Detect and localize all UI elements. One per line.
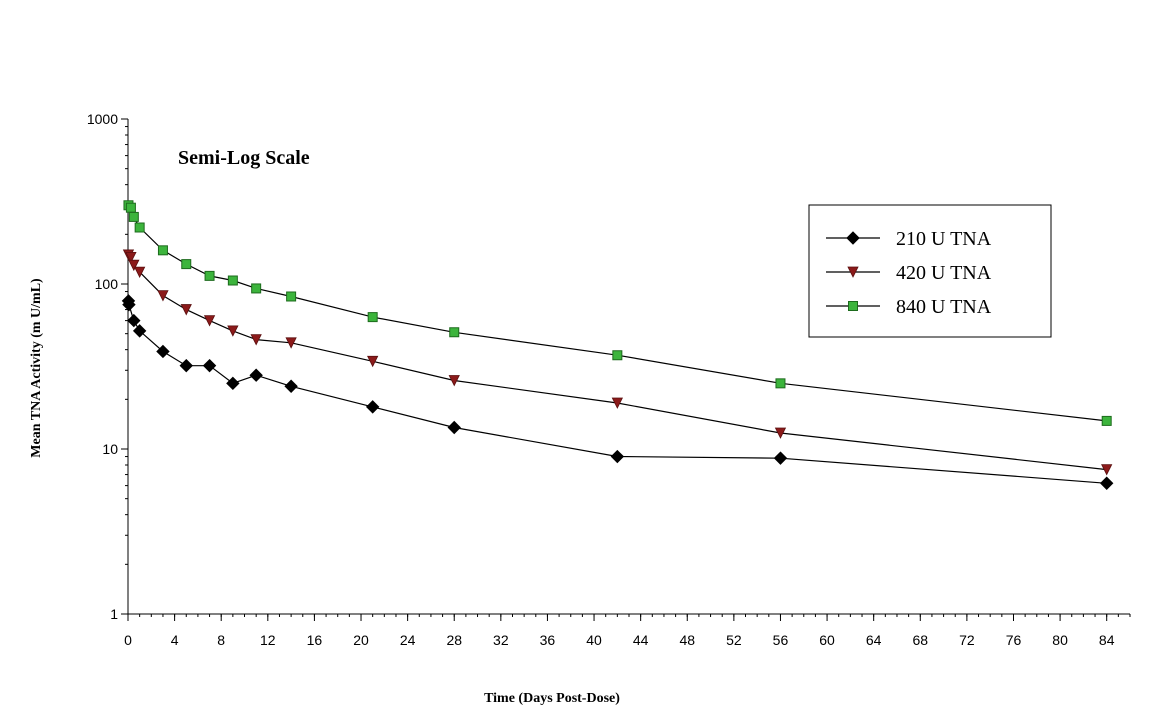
series-3 [123, 200, 1112, 426]
legend: 210 U TNA 420 U TNA 840 U TNA [808, 204, 1052, 338]
x-tick-label: 72 [959, 632, 975, 648]
x-tick-label: 80 [1052, 632, 1068, 648]
data-point [203, 315, 216, 327]
data-point [285, 337, 297, 349]
data-point [134, 266, 146, 279]
x-tick-label: 60 [819, 632, 835, 648]
x-tick-label: 8 [217, 632, 225, 648]
y-axis-title: Mean TNA Activity (m U/mL) [29, 278, 44, 458]
data-point [157, 290, 169, 302]
legend-label: 840 U TNA [896, 296, 992, 318]
data-point [250, 334, 262, 346]
data-point [1101, 415, 1112, 426]
legend-entry: 210 U TNA [826, 228, 992, 250]
x-tick-label: 56 [773, 632, 789, 648]
data-point [775, 378, 786, 389]
data-point [181, 259, 192, 270]
data-point [157, 245, 168, 256]
legend-marker [847, 266, 859, 278]
data-point [180, 304, 192, 316]
x-tick-label: 44 [633, 632, 649, 648]
x-axis: 0 4 8 12 16 20 24 28 32 36 40 44 48 52 56 60 64 68 72 76 80 8… [124, 613, 1131, 648]
data-point [249, 368, 263, 382]
series-2 [122, 249, 1113, 476]
data-point [227, 325, 239, 337]
data-point [127, 313, 141, 328]
legend-entry: 840 U TNA [826, 296, 992, 318]
data-point [128, 259, 140, 272]
data-point [367, 312, 378, 323]
data-point [251, 283, 262, 294]
x-tick-label: 64 [866, 632, 882, 648]
chart-annotation: Semi-Log Scale [178, 147, 310, 169]
legend-marker [848, 301, 858, 311]
data-point [125, 251, 137, 264]
data-point [773, 451, 788, 465]
data-point [204, 270, 215, 281]
data-point [365, 400, 380, 414]
data-point [125, 202, 136, 213]
x-tick-label: 28 [446, 632, 462, 648]
legend-box [808, 204, 1052, 338]
data-point [286, 291, 297, 302]
x-tick-label: 52 [726, 632, 742, 648]
x-tick-label: 84 [1099, 632, 1115, 648]
data-point [128, 211, 139, 222]
y-axis: 1 10 100 1000 [87, 111, 129, 622]
data-point [284, 379, 298, 393]
y-tick-label: 1 [110, 606, 118, 622]
legend-marker [846, 231, 860, 245]
x-tick-label: 20 [353, 632, 369, 648]
y-tick-label: 1000 [87, 111, 118, 127]
legend-label: 210 U TNA [896, 228, 992, 250]
data-point [611, 397, 623, 409]
x-tick-label: 12 [260, 632, 276, 648]
x-tick-label: 40 [586, 632, 602, 648]
data-point [179, 358, 193, 373]
data-point [132, 324, 147, 338]
data-point [448, 375, 460, 387]
data-point [774, 427, 787, 439]
x-tick-label: 36 [540, 632, 556, 648]
x-axis-title: Time (Days Post-Dose) [484, 691, 620, 706]
data-point [1101, 464, 1113, 476]
data-point [202, 358, 217, 373]
series-1 [121, 294, 1114, 490]
x-tick-label: 32 [493, 632, 509, 648]
series-group [121, 200, 1114, 490]
data-point [134, 222, 145, 233]
data-point [1099, 476, 1114, 490]
data-point [156, 344, 170, 359]
y-tick-label: 100 [95, 276, 119, 292]
data-point [610, 449, 625, 464]
data-point [612, 350, 623, 361]
legend-entry: 420 U TNA [826, 262, 992, 284]
data-point [227, 275, 238, 286]
data-point [367, 355, 379, 368]
x-tick-label: 16 [307, 632, 323, 648]
x-tick-label: 68 [912, 632, 928, 648]
x-tick-label: 76 [1006, 632, 1022, 648]
y-tick-label: 10 [102, 441, 118, 457]
x-tick-label: 0 [124, 632, 132, 648]
x-tick-label: 48 [679, 632, 695, 648]
x-tick-label: 24 [400, 632, 416, 648]
x-tick-label: 4 [171, 632, 179, 648]
data-point [449, 327, 460, 338]
data-point [122, 297, 136, 312]
data-point [447, 420, 461, 435]
data-point [226, 376, 240, 391]
legend-label: 420 U TNA [896, 262, 992, 284]
